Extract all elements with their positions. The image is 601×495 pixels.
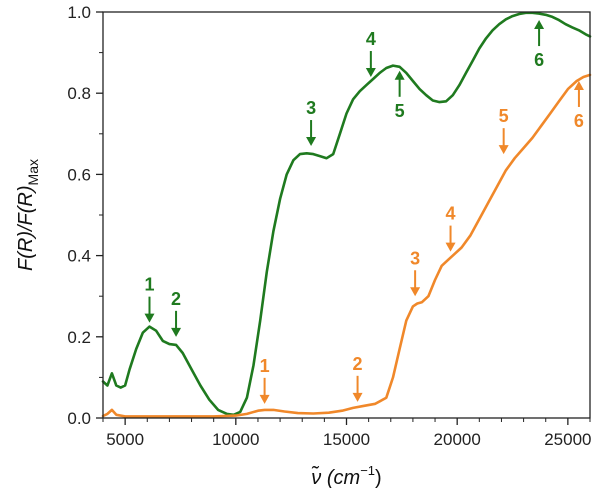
annotation-arrowhead [410,287,421,297]
x-tick-label: 5000 [106,430,144,449]
annotation-arrowhead [306,137,317,147]
annotation-1-6: 6 [534,20,544,70]
y-axis-label-main: F(R)/F(R) [15,185,37,271]
annotation-2-3: 3 [410,248,421,297]
y-tick-label: 1.0 [67,3,91,22]
y-axis-ticks: 0.0 0.2 0.4 0.6 0.8 1.0 [67,3,103,428]
annotation-arrowhead [144,313,155,323]
annotation-label: 5 [499,106,509,126]
y-tick-label: 0.4 [67,247,91,266]
annotation-arrowhead [573,80,584,90]
x-axis-ticks: 5000 10000 15000 20000 25000 [102,418,592,449]
annotation-1-3: 3 [306,98,317,147]
y-tick-label: 0.0 [67,409,91,428]
x-axis-label-sup: −1 [360,463,375,478]
x-tick-label: 15000 [323,430,370,449]
annotation-label: 4 [446,204,456,224]
y-tick-label: 0.6 [67,165,91,184]
series-line-1 [101,11,592,417]
y-axis-label-sub: Max [25,159,41,185]
y-tick-label: 0.8 [67,84,91,103]
annotation-2-5: 5 [498,106,509,155]
annotation-1-4: 4 [365,29,376,78]
annotation-arrowhead [352,392,363,402]
annotation-label: 1 [260,356,270,376]
annotation-label: 6 [574,111,584,131]
y-tick-label: 0.2 [67,328,91,347]
annotation-arrowhead [365,68,376,78]
annotation-label: 4 [366,29,376,49]
x-axis-label-main: ν̃ (cm [311,465,360,489]
annotation-label: 5 [395,101,405,121]
annotation-1-2: 2 [171,289,181,337]
annotation-arrowhead [171,327,182,337]
annotation-arrowhead [259,394,270,404]
annotation-label: 2 [171,289,181,309]
annotation-label: 2 [353,354,363,374]
annotation-label: 6 [534,50,544,70]
x-tick-label: 10000 [212,430,259,449]
series-layer [101,11,592,418]
series-line-2 [101,73,592,418]
annotation-2-4: 4 [446,204,456,252]
annotation-2-2: 2 [353,354,363,402]
annotation-arrowhead [498,145,509,155]
annotation-1-1: 1 [144,275,154,323]
x-axis-label: ν̃ (cm−1) [311,463,381,489]
annotation-label: 1 [144,275,154,295]
annotation-arrowhead [394,70,405,80]
x-tick-label: 25000 [544,430,591,449]
annotation-2-1: 1 [260,356,270,404]
annotation-label: 3 [410,248,420,268]
x-axis-label-end: ) [375,467,382,489]
annotation-label: 3 [306,98,316,118]
annotation-arrowhead [534,20,545,30]
annotation-1-5: 5 [394,70,405,121]
annotation-2-6: 6 [573,80,584,131]
y-axis-label: F(R)/F(R)Max [15,159,41,271]
x-tick-label: 20000 [434,430,481,449]
annotation-arrowhead [445,242,456,252]
